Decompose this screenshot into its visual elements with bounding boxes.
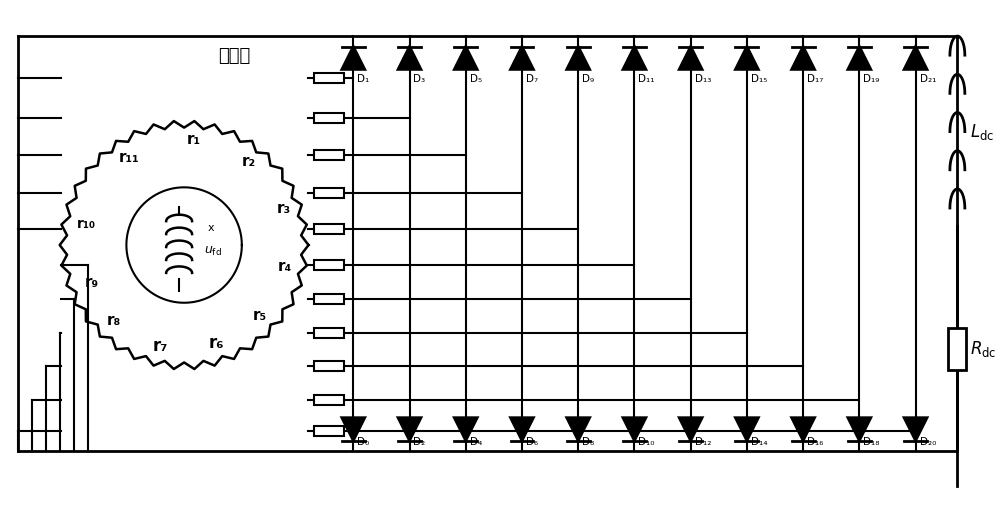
Text: r₁₁: r₁₁ xyxy=(119,150,140,165)
Text: $u_{\rm fd}$: $u_{\rm fd}$ xyxy=(204,245,222,258)
FancyBboxPatch shape xyxy=(314,260,344,270)
Text: r₅: r₅ xyxy=(253,308,267,323)
Polygon shape xyxy=(623,418,646,441)
Polygon shape xyxy=(679,418,702,441)
Text: D₁₀: D₁₀ xyxy=(638,437,655,447)
Text: D₀: D₀ xyxy=(357,437,370,447)
Polygon shape xyxy=(623,47,646,69)
Polygon shape xyxy=(848,418,871,441)
Text: D₈: D₈ xyxy=(582,437,594,447)
Polygon shape xyxy=(511,47,533,69)
Polygon shape xyxy=(904,47,927,69)
Text: r₁₀: r₁₀ xyxy=(77,218,96,231)
Text: D₁₉: D₁₉ xyxy=(863,74,880,84)
FancyBboxPatch shape xyxy=(314,188,344,198)
Text: 熔断器: 熔断器 xyxy=(218,47,250,65)
Text: r₄: r₄ xyxy=(278,259,292,274)
Polygon shape xyxy=(454,47,477,69)
Text: D₂₁: D₂₁ xyxy=(920,74,936,84)
Text: D₁₆: D₁₆ xyxy=(807,437,823,447)
Polygon shape xyxy=(735,47,758,69)
Text: r₂: r₂ xyxy=(242,154,256,169)
Polygon shape xyxy=(679,47,702,69)
Text: D₉: D₉ xyxy=(582,74,594,84)
Text: r₃: r₃ xyxy=(276,201,291,216)
Text: D₁₅: D₁₅ xyxy=(751,74,767,84)
Polygon shape xyxy=(342,47,365,69)
Polygon shape xyxy=(567,418,590,441)
Text: r₆: r₆ xyxy=(208,334,224,352)
Text: D₄: D₄ xyxy=(470,437,482,447)
Text: D₁₁: D₁₁ xyxy=(638,74,655,84)
FancyBboxPatch shape xyxy=(314,151,344,160)
Polygon shape xyxy=(735,418,758,441)
FancyBboxPatch shape xyxy=(314,361,344,372)
Text: $R_{\rm dc}$: $R_{\rm dc}$ xyxy=(970,339,997,359)
Text: D₁₄: D₁₄ xyxy=(751,437,767,447)
Polygon shape xyxy=(567,47,590,69)
Text: D₃: D₃ xyxy=(413,74,426,84)
Polygon shape xyxy=(848,47,871,69)
Text: r₉: r₉ xyxy=(84,275,99,290)
Text: r₇: r₇ xyxy=(153,337,169,355)
Polygon shape xyxy=(904,418,927,441)
FancyBboxPatch shape xyxy=(314,328,344,338)
Polygon shape xyxy=(511,418,533,441)
Text: $L_{\rm dc}$: $L_{\rm dc}$ xyxy=(970,122,995,141)
Text: D₁₇: D₁₇ xyxy=(807,74,823,84)
Text: r₈: r₈ xyxy=(107,313,121,328)
Text: D₁₈: D₁₈ xyxy=(863,437,880,447)
Polygon shape xyxy=(792,418,815,441)
Polygon shape xyxy=(342,418,365,441)
Text: D₁₂: D₁₂ xyxy=(695,437,711,447)
FancyBboxPatch shape xyxy=(948,328,966,370)
FancyBboxPatch shape xyxy=(314,426,344,436)
Text: D₁₃: D₁₃ xyxy=(695,74,711,84)
Text: r₁: r₁ xyxy=(186,132,200,147)
FancyBboxPatch shape xyxy=(314,113,344,123)
Text: D₁: D₁ xyxy=(357,74,370,84)
Text: D₇: D₇ xyxy=(526,74,538,84)
Polygon shape xyxy=(454,418,477,441)
Text: x: x xyxy=(208,223,214,233)
Polygon shape xyxy=(398,418,421,441)
Text: D₅: D₅ xyxy=(470,74,482,84)
Text: D₆: D₆ xyxy=(526,437,538,447)
FancyBboxPatch shape xyxy=(314,395,344,405)
Text: D₂₀: D₂₀ xyxy=(920,437,936,447)
FancyBboxPatch shape xyxy=(314,224,344,234)
Polygon shape xyxy=(792,47,815,69)
FancyBboxPatch shape xyxy=(314,73,344,83)
Polygon shape xyxy=(398,47,421,69)
Text: D₂: D₂ xyxy=(413,437,426,447)
FancyBboxPatch shape xyxy=(314,294,344,304)
